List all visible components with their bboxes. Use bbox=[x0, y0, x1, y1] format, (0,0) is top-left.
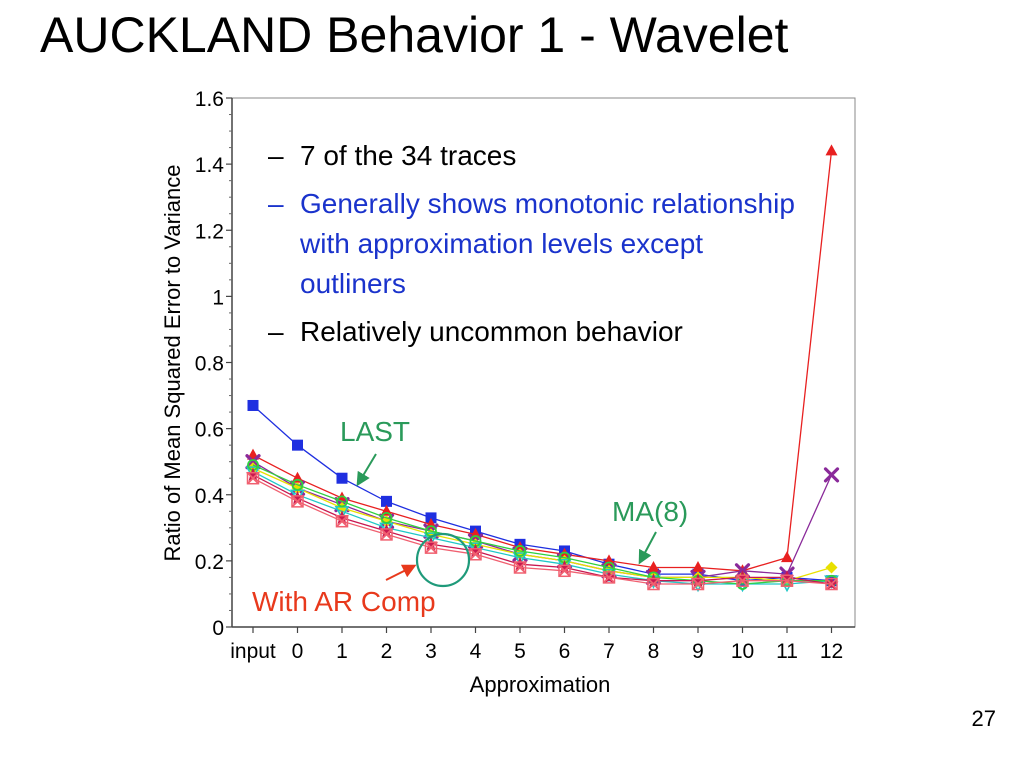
series-line bbox=[252, 150, 833, 572]
x-tick-label: 4 bbox=[470, 640, 482, 663]
y-tick-label: 1.2 bbox=[195, 220, 224, 243]
x-tick-label: 2 bbox=[381, 640, 393, 663]
slide-number: 27 bbox=[971, 706, 996, 731]
x-tick-label: 0 bbox=[292, 640, 304, 663]
arrow-ma8 bbox=[638, 531, 657, 565]
series-line bbox=[252, 405, 832, 582]
data-point bbox=[469, 548, 482, 561]
data-point bbox=[245, 467, 261, 481]
data-point bbox=[512, 556, 528, 571]
x-tick-label: 1 bbox=[336, 640, 348, 663]
data-point bbox=[423, 536, 439, 551]
x-tick-label: 9 bbox=[692, 640, 704, 663]
data-point bbox=[647, 560, 660, 572]
arrow-ar-comp bbox=[385, 564, 417, 581]
annotation-ma8: MA(8) bbox=[612, 496, 689, 527]
data-point bbox=[692, 560, 704, 572]
data-point bbox=[425, 512, 437, 524]
x-tick-label: 8 bbox=[648, 640, 660, 663]
data-point bbox=[825, 561, 838, 574]
y-axis-label: Ratio of Mean Squared Error to Variance bbox=[160, 164, 185, 561]
series-line bbox=[252, 464, 832, 585]
y-tick-label: 1.6 bbox=[195, 88, 224, 111]
bullet-item: – Generally shows monotonic relationship … bbox=[268, 188, 795, 299]
x-tick-label: 10 bbox=[731, 640, 754, 663]
data-point bbox=[514, 545, 526, 557]
bullet-item: – Relatively uncommon behavior bbox=[268, 316, 683, 347]
y-tick-label: 0.8 bbox=[195, 353, 224, 376]
data-point bbox=[691, 577, 705, 591]
series-7 bbox=[245, 467, 839, 591]
annotation-ar-comp: With AR Comp bbox=[252, 586, 436, 617]
data-point bbox=[379, 523, 394, 538]
data-point bbox=[468, 543, 483, 557]
data-point bbox=[646, 573, 661, 587]
x-axis-label: Approximation bbox=[470, 672, 611, 697]
bullet-item: –7 of the 34 traces bbox=[268, 140, 517, 171]
data-point bbox=[291, 478, 304, 491]
x-tick-label: 6 bbox=[559, 640, 571, 663]
x-tick-label: 12 bbox=[820, 640, 843, 663]
data-point bbox=[380, 528, 393, 541]
data-point bbox=[647, 577, 660, 591]
series-4 bbox=[247, 462, 838, 587]
highlight-circle bbox=[415, 532, 471, 588]
data-point bbox=[247, 399, 259, 411]
data-point bbox=[290, 490, 305, 505]
slide-title: AUCKLAND Behavior 1 - Wavelet bbox=[40, 7, 789, 63]
y-tick-label: 0 bbox=[212, 617, 224, 640]
data-point bbox=[334, 510, 350, 524]
series-5 bbox=[245, 466, 839, 593]
x-tick-label: 11 bbox=[776, 640, 798, 663]
series-3 bbox=[245, 454, 840, 586]
y-tick-label: 1.4 bbox=[195, 154, 225, 177]
data-point bbox=[291, 482, 304, 495]
data-point bbox=[736, 574, 749, 587]
data-point bbox=[381, 495, 392, 507]
y-tick-label: 0.2 bbox=[195, 551, 224, 574]
annotation-last: LAST bbox=[340, 416, 411, 447]
data-point bbox=[246, 471, 260, 485]
arrow-last bbox=[356, 453, 377, 487]
data-point bbox=[602, 571, 616, 584]
data-point bbox=[424, 541, 438, 554]
data-point bbox=[779, 569, 795, 584]
data-point bbox=[690, 573, 706, 587]
data-point bbox=[557, 560, 572, 574]
y-tick-label: 0.6 bbox=[195, 419, 224, 442]
series-line bbox=[252, 474, 832, 585]
series-1 bbox=[247, 399, 837, 587]
x-tick-label: input bbox=[230, 640, 276, 663]
bullet-list: –7 of the 34 traces – Generally shows mon… bbox=[268, 136, 808, 360]
data-point bbox=[335, 514, 349, 528]
x-tick-label: 3 bbox=[425, 640, 437, 663]
data-point bbox=[336, 495, 348, 508]
data-point bbox=[781, 551, 793, 563]
data-point bbox=[292, 439, 303, 451]
x-tick-label: 5 bbox=[514, 640, 526, 663]
data-point bbox=[735, 569, 750, 584]
x-tick-label: 7 bbox=[603, 640, 615, 663]
data-point bbox=[825, 577, 838, 591]
data-point bbox=[245, 454, 261, 470]
series-line bbox=[252, 477, 832, 585]
data-point bbox=[291, 495, 304, 508]
data-point bbox=[823, 467, 840, 483]
data-point bbox=[780, 574, 794, 587]
data-point bbox=[513, 561, 527, 574]
data-point bbox=[558, 564, 571, 578]
y-tick-label: 0.4 bbox=[195, 485, 225, 508]
data-point bbox=[380, 511, 393, 524]
series-8 bbox=[246, 471, 838, 591]
data-point bbox=[512, 552, 528, 566]
y-tick-label: 1 bbox=[212, 286, 224, 309]
data-point bbox=[825, 144, 838, 156]
data-point bbox=[336, 472, 348, 484]
